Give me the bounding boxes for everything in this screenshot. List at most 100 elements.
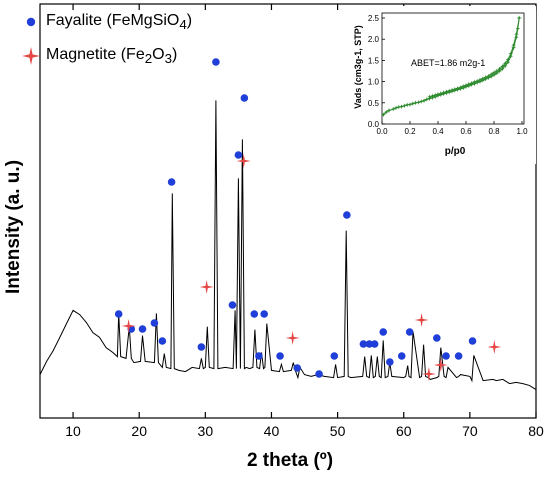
inset-isotherm-point xyxy=(432,92,438,98)
inset-isotherm-point xyxy=(396,104,402,110)
inset-isotherm-point xyxy=(508,51,514,57)
inset-y-tick-label: 0.5 xyxy=(368,99,380,108)
inset-y-tick-label: 1.0 xyxy=(368,78,380,87)
inset-isotherm-point xyxy=(430,93,435,99)
inset-isotherm-point xyxy=(393,105,399,111)
inset-isotherm-point xyxy=(474,78,480,84)
inset-isotherm-point xyxy=(505,57,511,62)
inset-isotherm-point xyxy=(516,15,522,21)
fayalite-peak-marker xyxy=(405,328,414,336)
fayalite-peak-marker xyxy=(197,343,206,351)
inset-isotherm-point xyxy=(483,74,488,80)
inset-isotherm-point xyxy=(460,83,466,89)
x-tick-label: 60 xyxy=(396,423,412,439)
inset-x-tick-label: 0.4 xyxy=(432,127,444,136)
y-axis-title: Intensity (a. u.) xyxy=(3,159,24,295)
inset-isotherm-point xyxy=(416,99,421,105)
legend-star-icon xyxy=(22,47,40,66)
inset-isotherm-point xyxy=(438,91,444,96)
plot-frame xyxy=(39,3,537,419)
xrd-pattern-line xyxy=(39,100,537,391)
inset-isotherm-point xyxy=(407,102,413,107)
inset-frame xyxy=(381,12,525,125)
inset-isotherm-point xyxy=(444,89,449,95)
inset-isotherm-point xyxy=(477,77,483,83)
fayalite-peak-marker xyxy=(359,340,368,348)
inset-isotherm-point xyxy=(472,79,477,85)
legend-item-magnetite: Magnetite (Fe2O3) xyxy=(22,46,177,66)
inset-isotherm-point xyxy=(446,88,452,94)
fayalite-peak-marker xyxy=(240,94,249,102)
magnetite-peak-marker xyxy=(421,367,436,381)
inset-isotherm-point xyxy=(386,108,392,113)
fayalite-peak-marker xyxy=(250,310,259,318)
x-tick-label: 20 xyxy=(131,423,147,439)
inset-isotherm-point xyxy=(458,85,463,90)
inset-isotherm-point xyxy=(463,83,469,88)
inset-isotherm-point xyxy=(413,100,418,106)
inset-y-axis-title: Vads (cm3g-1, STP) xyxy=(353,25,363,109)
fayalite-peak-marker xyxy=(343,211,351,219)
inset-isotherm-point xyxy=(449,87,455,93)
inset-isotherm-point xyxy=(404,102,410,108)
inset-isotherm-point xyxy=(486,73,491,79)
inset-isotherm-point xyxy=(494,68,500,74)
inset-isotherm-point xyxy=(383,109,389,115)
legend-label-fayalite: Fayalite (FeMgSiO4) xyxy=(46,12,193,33)
inset-isotherm-point xyxy=(381,112,386,118)
inset-isotherm-point xyxy=(399,104,404,110)
x-tick-label: 80 xyxy=(528,423,544,439)
inset-isotherm-point xyxy=(466,81,472,87)
fayalite-peak-marker xyxy=(442,352,450,360)
x-tick-label: 50 xyxy=(330,423,346,439)
inset-isotherm-point xyxy=(502,63,508,69)
inset-isotherm-point xyxy=(410,101,416,107)
fayalite-peak-marker xyxy=(276,352,284,360)
magnetite-peak-marker xyxy=(487,340,502,354)
inset-isotherm-point xyxy=(500,63,505,69)
inset-isotherm-point xyxy=(455,85,460,91)
fayalite-peak-marker xyxy=(379,328,388,336)
inset-isotherm-point xyxy=(421,98,427,104)
inset-isotherm-point xyxy=(452,86,458,92)
magnetite-peak-marker xyxy=(433,358,448,372)
fayalite-peak-marker xyxy=(433,334,441,342)
fayalite-peak-marker xyxy=(150,319,159,327)
legend-item-fayalite: Fayalite (FeMgSiO4) xyxy=(22,12,192,32)
inset-y-tick-label: 2.5 xyxy=(368,14,380,23)
fayalite-peak-marker xyxy=(330,352,339,360)
x-tick-label: 70 xyxy=(462,423,478,439)
legend-circle-icon xyxy=(22,16,40,28)
fayalite-peak-marker xyxy=(114,310,123,318)
inset-x-axis-title: p/p0 xyxy=(444,146,466,157)
inset-y-tick-label: 1.5 xyxy=(368,56,380,65)
inset-x-tick-label: 0.6 xyxy=(460,127,472,136)
inset-isotherm-point xyxy=(402,103,407,109)
x-tick-label: 10 xyxy=(65,423,81,439)
inset-isotherm-point xyxy=(441,90,446,96)
inset-x-tick-label: 0.0 xyxy=(376,127,388,136)
inset-isotherm-point xyxy=(505,59,511,65)
inset-isotherm-point xyxy=(508,53,514,59)
fayalite-peak-marker xyxy=(234,151,243,159)
x-tick-label: 30 xyxy=(198,423,214,439)
inset-x-tick-label: 0.2 xyxy=(404,127,416,136)
inset-isotherm-point xyxy=(424,97,430,102)
fayalite-peak-marker xyxy=(454,352,463,360)
inset-isotherm-point xyxy=(511,42,516,48)
fayalite-peak-marker xyxy=(167,178,176,186)
fayalite-peak-marker xyxy=(365,340,374,348)
inset-isotherm-point xyxy=(469,80,474,86)
fayalite-peak-marker xyxy=(255,352,263,360)
fayalite-peak-marker xyxy=(386,358,394,366)
inset-isotherm-point xyxy=(514,31,519,37)
x-axis-title: 2 theta (º) xyxy=(246,450,334,471)
inset-isotherm-point xyxy=(480,76,486,82)
fayalite-peak-marker xyxy=(315,370,323,378)
legend-label-magnetite: Magnetite (Fe2O3) xyxy=(46,46,178,67)
fayalite-peak-marker xyxy=(228,301,237,309)
inset-isotherm-point xyxy=(488,71,494,77)
fayalite-peak-marker xyxy=(468,337,477,345)
inset-isotherm-point xyxy=(500,66,505,72)
